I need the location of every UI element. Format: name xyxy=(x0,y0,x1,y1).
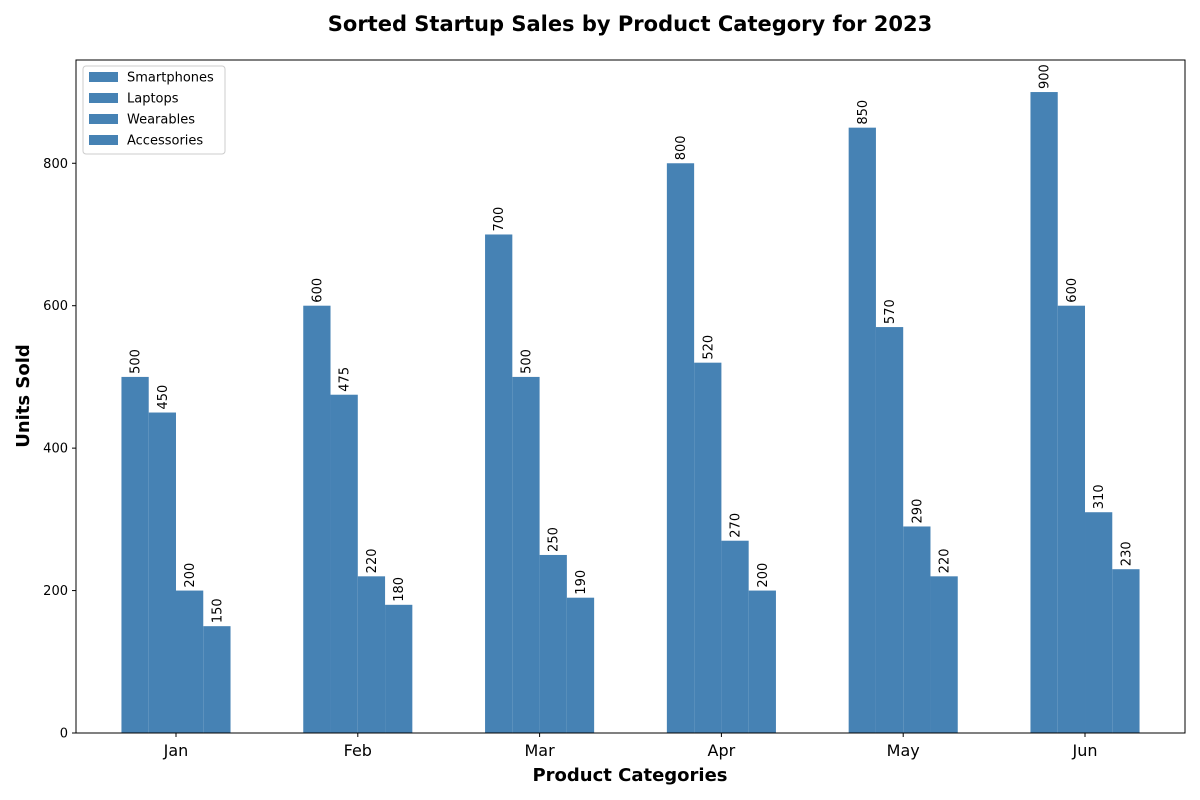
bar-value-label: 700 xyxy=(492,207,507,232)
bar-value-label: 200 xyxy=(183,563,198,588)
legend: Smartphones Laptops Wearables Accessories xyxy=(83,66,225,154)
bar-accessories-jan xyxy=(203,626,230,733)
bar-value-label: 450 xyxy=(156,385,171,410)
bar-smartphones-feb xyxy=(303,306,330,733)
legend-swatch xyxy=(89,72,118,82)
bar-value-label: 220 xyxy=(365,548,380,573)
bar-value-label: 850 xyxy=(856,100,871,125)
bar-accessories-apr xyxy=(749,591,776,733)
plot-frame xyxy=(76,60,1185,733)
bar-value-label: 500 xyxy=(519,349,534,374)
x-tick-label: Mar xyxy=(525,741,556,760)
bar-smartphones-jun xyxy=(1030,92,1057,733)
bar-value-label: 800 xyxy=(674,135,689,160)
bar-value-label: 180 xyxy=(392,577,407,602)
y-tick-label: 600 xyxy=(43,299,68,314)
bar-value-label: 150 xyxy=(210,598,225,623)
legend-swatch xyxy=(89,114,118,124)
bar-wearables-feb xyxy=(358,576,385,733)
bar-accessories-may xyxy=(930,576,957,733)
bar-smartphones-apr xyxy=(667,163,694,733)
bar-value-label: 290 xyxy=(910,499,925,524)
bar-smartphones-may xyxy=(849,128,876,733)
bar-laptops-jun xyxy=(1058,306,1085,733)
bar-value-label: 600 xyxy=(310,278,325,303)
legend-swatch xyxy=(89,135,118,145)
bar-value-label: 200 xyxy=(756,563,771,588)
bar-laptops-jan xyxy=(149,413,176,733)
bar-wearables-apr xyxy=(721,541,748,733)
y-tick-label: 0 xyxy=(60,727,68,742)
y-tick-label: 800 xyxy=(43,157,68,172)
legend-swatch xyxy=(89,93,118,103)
bar-value-label: 520 xyxy=(701,335,716,360)
x-tick-label: May xyxy=(887,741,920,760)
legend-entry-accessories: Accessories xyxy=(127,134,203,149)
bar-value-label: 600 xyxy=(1065,278,1080,303)
x-tick-label: Jan xyxy=(163,741,189,760)
y-tick-label: 400 xyxy=(43,442,68,457)
legend-entry-wearables: Wearables xyxy=(127,113,195,128)
bar-value-label: 220 xyxy=(938,548,953,573)
bar-wearables-may xyxy=(903,526,930,733)
bar-laptops-may xyxy=(876,327,903,733)
legend-entry-laptops: Laptops xyxy=(127,92,179,107)
bar-smartphones-mar xyxy=(485,234,512,733)
bar-value-label: 900 xyxy=(1038,64,1053,89)
bar-accessories-mar xyxy=(567,598,594,733)
bar-value-label: 570 xyxy=(883,299,898,324)
bar-smartphones-jan xyxy=(121,377,148,733)
bar-value-label: 310 xyxy=(1092,484,1107,509)
bar-wearables-jan xyxy=(176,591,203,733)
bar-value-label: 230 xyxy=(1119,541,1134,566)
bar-value-label: 475 xyxy=(338,367,353,392)
plot-area: 500 600 700 800 850 900 450 475 500 520 570 600 200 2… xyxy=(121,64,1139,733)
bar-accessories-feb xyxy=(385,605,412,733)
bar-laptops-mar xyxy=(512,377,539,733)
legend-entry-smartphones: Smartphones xyxy=(127,71,214,86)
chart-title: Sorted Startup Sales by Product Category… xyxy=(328,12,932,36)
x-tick-label: Jun xyxy=(1072,741,1098,760)
bar-value-label: 500 xyxy=(129,349,144,374)
x-axis-label: Product Categories xyxy=(532,765,727,786)
bar-laptops-apr xyxy=(694,363,721,733)
bar-laptops-feb xyxy=(331,395,358,733)
x-tick-label: Apr xyxy=(708,741,736,760)
y-axis-label: Units Sold xyxy=(13,344,34,448)
y-tick-label: 200 xyxy=(43,584,68,599)
bar-value-label: 270 xyxy=(729,513,744,538)
bar-value-label: 190 xyxy=(574,570,589,595)
bar-wearables-mar xyxy=(540,555,567,733)
bar-value-label: 250 xyxy=(547,527,562,552)
bar-accessories-jun xyxy=(1112,569,1139,733)
x-tick-label: Feb xyxy=(344,741,372,760)
bar-wearables-jun xyxy=(1085,512,1112,733)
